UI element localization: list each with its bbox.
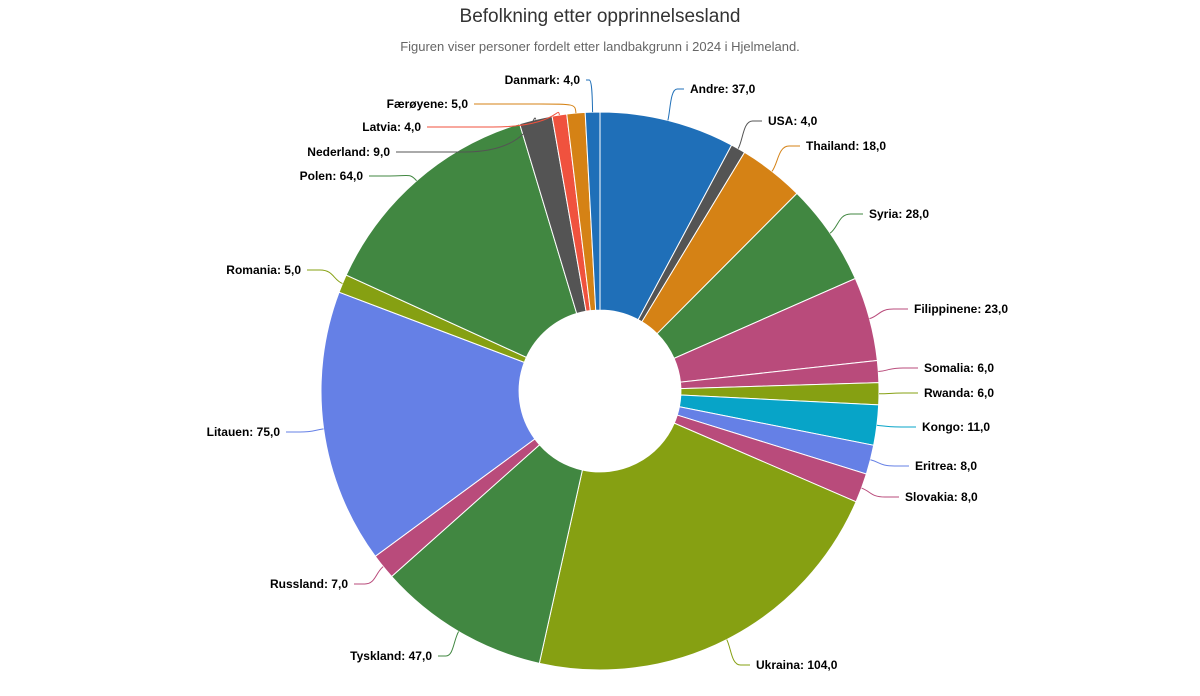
connector-danmark — [586, 79, 594, 113]
data-label-rwanda: Rwanda: 6,0 — [924, 386, 994, 400]
slice-litauen[interactable] — [320, 291, 536, 558]
connector-ukraina — [726, 639, 750, 666]
data-label-usa: USA: 4,0 — [768, 114, 818, 128]
data-label-ukraina: Ukraina: 104,0 — [756, 658, 838, 672]
data-label-latvia: Latvia: 4,0 — [362, 120, 421, 134]
data-label-thailand: Thailand: 18,0 — [806, 139, 886, 153]
connector-somalia — [878, 367, 918, 373]
connector-andre — [667, 88, 684, 121]
connector-tyskland — [438, 631, 460, 657]
data-label-eritrea: Eritrea: 8,0 — [915, 459, 977, 473]
labels-group: Andre: 37,0 USA: 4,0 Thailand: 18,0 Syria: … — [207, 73, 1009, 672]
connector-faeroyene — [474, 103, 577, 114]
connector-thailand — [771, 145, 800, 172]
connector-kongo — [876, 424, 916, 428]
connector-slovakia — [861, 487, 899, 498]
data-label-polen: Polen: 64,0 — [300, 169, 364, 183]
data-label-nederland: Nederland: 9,0 — [307, 145, 390, 159]
data-label-faeroyene: Færøyene: 5,0 — [387, 97, 469, 111]
data-label-syria: Syria: 28,0 — [869, 207, 929, 221]
connector-russland — [354, 566, 384, 585]
data-label-romania: Romania: 5,0 — [226, 263, 301, 277]
chart-subtitle: Figuren viser personer fordelt etter lan… — [400, 39, 800, 54]
slices-group — [320, 111, 880, 671]
connectors-group — [286, 79, 918, 666]
data-label-filippinene: Filippinene: 23,0 — [914, 302, 1008, 316]
data-label-danmark: Danmark: 4,0 — [505, 73, 581, 87]
data-label-litauen: Litauen: 75,0 — [207, 425, 281, 439]
data-label-tyskland: Tyskland: 47,0 — [350, 649, 432, 663]
chart-title: Befolkning etter opprinnelsesland — [459, 6, 741, 27]
slice-ukraina[interactable] — [538, 422, 857, 671]
connector-latvia — [427, 111, 560, 128]
connector-syria — [829, 213, 863, 234]
slice-polen[interactable] — [345, 123, 578, 359]
data-label-kongo: Kongo: 11,0 — [922, 420, 990, 434]
connector-eritrea — [870, 459, 909, 467]
connector-polen — [369, 175, 417, 182]
connector-rwanda — [878, 392, 918, 395]
connector-filippinene — [869, 308, 908, 320]
connector-litauen — [286, 428, 324, 433]
data-label-somalia: Somalia: 6,0 — [924, 361, 994, 375]
slice-tyskland[interactable] — [390, 444, 584, 664]
connector-romania — [307, 269, 343, 285]
data-label-andre: Andre: 37,0 — [690, 82, 756, 96]
connector-usa — [737, 120, 762, 149]
slice-danmark[interactable] — [584, 111, 601, 311]
data-label-slovakia: Slovakia: 8,0 — [905, 490, 978, 504]
data-label-russland: Russland: 7,0 — [270, 577, 348, 591]
connector-nederland — [396, 117, 537, 153]
